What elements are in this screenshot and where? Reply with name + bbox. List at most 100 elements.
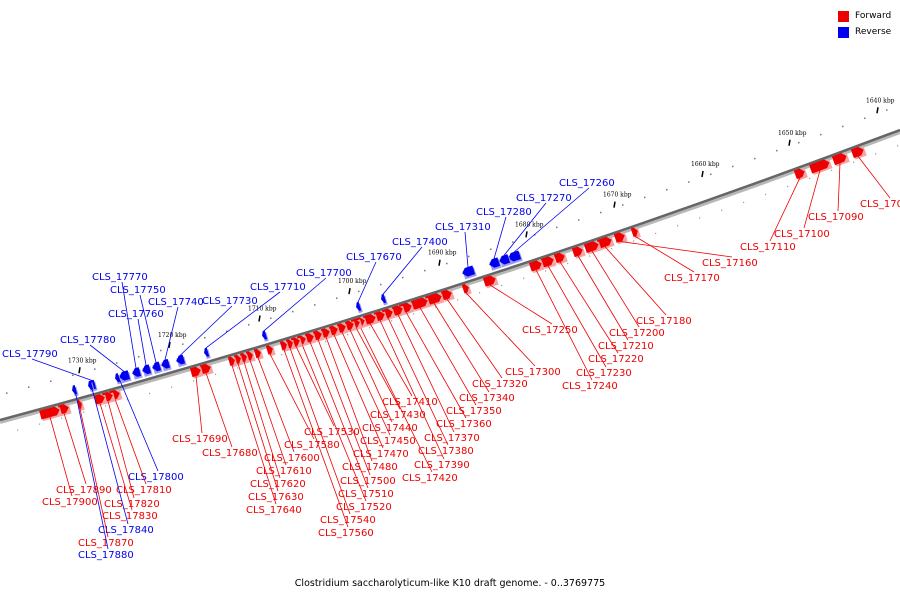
- gene-arrow[interactable]: [440, 289, 453, 301]
- gene-CLS_17220[interactable]: [553, 251, 568, 265]
- gene-arrow[interactable]: [160, 358, 171, 370]
- gene-CLS_17870[interactable]: [76, 399, 85, 411]
- gene-CLS_17160[interactable]: [613, 231, 628, 245]
- gene-CLS_17620[interactable]: [239, 352, 250, 365]
- gene-arrow[interactable]: [391, 304, 404, 316]
- gene-arrow[interactable]: [488, 257, 501, 269]
- gene-arrow[interactable]: [583, 240, 600, 254]
- gene-arrow[interactable]: [114, 373, 121, 383]
- gene-arrow[interactable]: [245, 350, 254, 361]
- gene-arrow[interactable]: [279, 340, 288, 351]
- tick-label: 1710 kbp: [248, 305, 277, 312]
- gene-arrow[interactable]: [355, 301, 362, 312]
- gene-CLS_17400[interactable]: [380, 293, 388, 306]
- gene-CLS_17630[interactable]: [233, 354, 244, 367]
- gene-CLS_17210[interactable]: [571, 245, 586, 259]
- gene-CLS_17700[interactable]: [261, 330, 269, 342]
- gene-arrow[interactable]: [850, 145, 865, 159]
- gene-CLS_17640[interactable]: [227, 355, 238, 368]
- gene-CLS_17250[interactable]: [482, 274, 499, 289]
- gene-CLS_17900[interactable]: [39, 405, 63, 422]
- gene-arrow[interactable]: [141, 364, 152, 375]
- gene-arrow[interactable]: [93, 393, 106, 405]
- gene-CLS_17230[interactable]: [540, 255, 557, 270]
- gene-arrow[interactable]: [151, 361, 162, 372]
- gene-CLS_17320[interactable]: [440, 288, 455, 302]
- gene-CLS_17610[interactable]: [245, 350, 256, 363]
- gene-arrow[interactable]: [831, 152, 848, 166]
- gene-CLS_17110[interactable]: [793, 167, 808, 181]
- gene-CLS_17750[interactable]: [151, 361, 163, 374]
- gene-arrow[interactable]: [809, 158, 831, 174]
- gene-arrow[interactable]: [498, 254, 511, 266]
- gene-CLS_17090[interactable]: [831, 151, 850, 167]
- gene-CLS_17370[interactable]: [391, 304, 406, 318]
- gene-CLS_17540[interactable]: [285, 338, 296, 351]
- gene-arrow[interactable]: [76, 399, 83, 410]
- gene-arrow[interactable]: [118, 370, 131, 381]
- gene-arrow[interactable]: [227, 356, 236, 366]
- gene-CLS_17080[interactable]: [850, 145, 867, 160]
- gene-leader-line: [369, 323, 413, 397]
- gene-arrow[interactable]: [540, 255, 555, 268]
- gene-label: CLS_17080: [860, 199, 900, 210]
- gene-arrow[interactable]: [131, 367, 142, 378]
- gene-CLS_17560[interactable]: [279, 340, 290, 353]
- gene-arrow[interactable]: [596, 236, 613, 249]
- tick-label: 1660 kbp: [691, 161, 720, 168]
- gene-CLS_17760[interactable]: [141, 364, 153, 377]
- gene-CLS_17690[interactable]: [189, 365, 204, 379]
- gene-CLS_17300[interactable]: [461, 283, 472, 296]
- gene-CLS_17470[interactable]: [328, 324, 341, 338]
- gene-arrow[interactable]: [380, 293, 387, 304]
- gene-arrow[interactable]: [553, 251, 566, 264]
- gene-CLS_17780[interactable]: [118, 370, 132, 384]
- gene-arrow[interactable]: [253, 348, 262, 359]
- gene-arrow[interactable]: [482, 274, 497, 287]
- gene-CLS_17740[interactable]: [160, 358, 172, 372]
- gene-CLS_17270[interactable]: [498, 254, 512, 268]
- gene-arrow[interactable]: [613, 231, 626, 243]
- gene-CLS_17770[interactable]: [131, 367, 143, 380]
- gene-CLS_17240[interactable]: [528, 259, 545, 274]
- gene-CLS_17350[interactable]: [411, 296, 431, 312]
- gene-arrow[interactable]: [411, 296, 429, 310]
- gene-CLS_17180[interactable]: [596, 235, 615, 251]
- gene-CLS_17710[interactable]: [203, 347, 211, 359]
- gene-arrow[interactable]: [285, 338, 294, 349]
- gene-arrow[interactable]: [261, 330, 268, 340]
- tick-mark: [438, 259, 441, 266]
- gene-arrow[interactable]: [571, 245, 584, 258]
- gene-arrow[interactable]: [239, 352, 248, 363]
- gene-CLS_17670[interactable]: [355, 301, 363, 314]
- gene-CLS_17730[interactable]: [175, 354, 187, 368]
- gene-CLS_17580[interactable]: [265, 344, 276, 357]
- gene-CLS_17600[interactable]: [253, 348, 264, 361]
- gene-arrow[interactable]: [528, 259, 543, 272]
- gene-CLS_17100[interactable]: [809, 158, 833, 176]
- gene-CLS_17680[interactable]: [199, 362, 214, 376]
- gene-leader-line: [333, 334, 384, 449]
- gene-arrow[interactable]: [39, 406, 61, 420]
- gene-arrow[interactable]: [507, 250, 522, 262]
- gene-leader-line: [489, 284, 553, 325]
- gene-arrow[interactable]: [203, 347, 210, 358]
- gene-CLS_17500[interactable]: [312, 329, 325, 343]
- gene-CLS_17800[interactable]: [114, 373, 122, 385]
- gene-arrow[interactable]: [233, 354, 242, 365]
- gene-CLS_17200[interactable]: [583, 240, 602, 255]
- gene-arrow[interactable]: [189, 366, 202, 378]
- gene-arrow[interactable]: [175, 354, 186, 366]
- gene-arrow[interactable]: [461, 265, 476, 278]
- gene-CLS_17170[interactable]: [630, 226, 641, 239]
- gene-arrow[interactable]: [793, 167, 806, 180]
- gene-arrow[interactable]: [461, 283, 470, 294]
- gene-arrow[interactable]: [265, 344, 274, 355]
- gene-arrow[interactable]: [630, 227, 640, 238]
- gene-arrow[interactable]: [199, 363, 212, 375]
- gene-CLS_17310[interactable]: [461, 265, 477, 280]
- gene-CLS_17830[interactable]: [93, 393, 108, 407]
- gene-CLS_17280[interactable]: [488, 257, 502, 271]
- gene-CLS_17260[interactable]: [507, 250, 523, 265]
- tick-mark: [78, 367, 81, 374]
